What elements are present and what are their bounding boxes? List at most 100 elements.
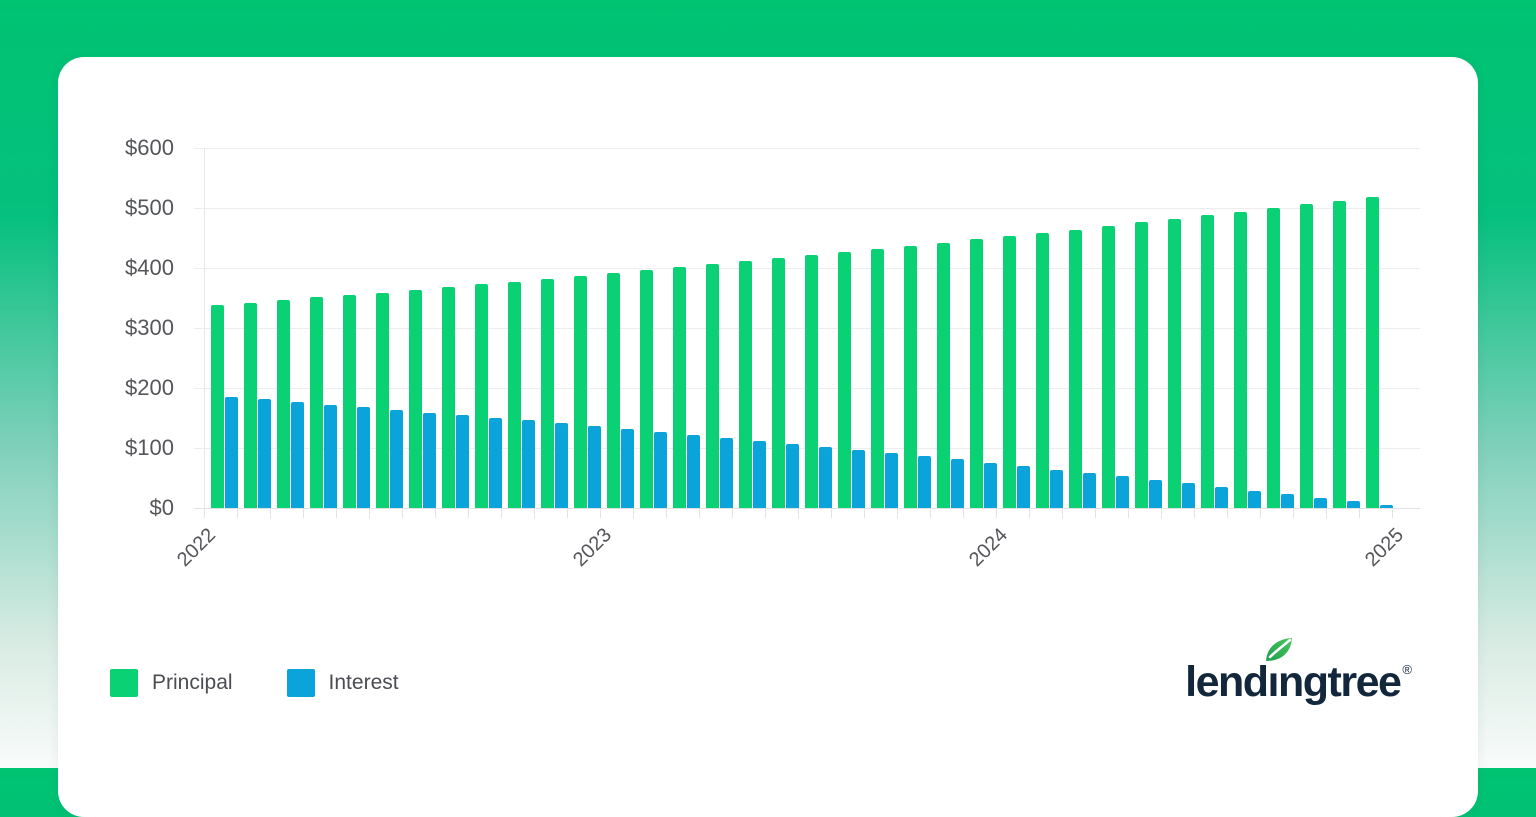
legend-label-interest: Interest	[328, 671, 399, 694]
y-gridline	[194, 208, 1420, 209]
interest-bar[interactable]	[786, 444, 799, 508]
interest-bar[interactable]	[1116, 476, 1129, 508]
x-axis-tick	[204, 509, 205, 518]
interest-bar[interactable]	[753, 441, 766, 508]
principal-bar[interactable]	[1069, 230, 1082, 508]
page-background: { "page": { "background_top_color": "#00…	[0, 0, 1536, 768]
interest-bar[interactable]	[1083, 473, 1096, 508]
principal-bar[interactable]	[508, 282, 521, 508]
principal-bar[interactable]	[673, 267, 686, 508]
principal-bar[interactable]	[475, 284, 488, 508]
interest-bar[interactable]	[555, 423, 568, 508]
principal-bar[interactable]	[1300, 204, 1313, 508]
principal-bar[interactable]	[1267, 208, 1280, 508]
interest-bar[interactable]	[258, 399, 271, 508]
interest-bar[interactable]	[1380, 505, 1393, 508]
interest-bar[interactable]	[522, 420, 535, 508]
interest-bar[interactable]	[984, 463, 997, 508]
principal-bar[interactable]	[1201, 215, 1214, 508]
y-gridline	[194, 508, 1420, 509]
interest-bar[interactable]	[1182, 483, 1195, 508]
interest-bar[interactable]	[1281, 494, 1294, 508]
principal-bar[interactable]	[244, 303, 257, 508]
x-axis-tick	[237, 509, 238, 518]
principal-bar[interactable]	[739, 261, 752, 508]
principal-bar[interactable]	[937, 243, 950, 508]
x-axis-tick	[435, 509, 436, 518]
x-axis-tick	[633, 509, 634, 518]
interest-bar[interactable]	[1149, 480, 1162, 508]
principal-bar[interactable]	[541, 279, 554, 508]
interest-bar[interactable]	[1347, 501, 1360, 508]
interest-bar[interactable]	[885, 453, 898, 508]
legend-item-interest[interactable]: Interest	[286, 669, 399, 697]
interest-bar[interactable]	[852, 450, 865, 508]
principal-bar[interactable]	[706, 264, 719, 508]
principal-bar[interactable]	[1135, 222, 1148, 508]
interest-bar[interactable]	[588, 426, 601, 508]
principal-bar[interactable]	[607, 273, 620, 508]
x-axis-year-label: 2025	[1360, 524, 1408, 572]
interest-bar[interactable]	[1314, 498, 1327, 508]
principal-bar[interactable]	[409, 290, 422, 508]
principal-bar[interactable]	[376, 293, 389, 508]
interest-bar[interactable]	[621, 429, 634, 508]
principal-bar[interactable]	[640, 270, 653, 508]
interest-bar[interactable]	[390, 410, 403, 508]
x-axis-tick	[996, 509, 997, 518]
principal-bar[interactable]	[442, 287, 455, 508]
principal-bar[interactable]	[1333, 201, 1346, 508]
x-axis-tick	[798, 509, 799, 518]
x-axis-tick	[369, 509, 370, 518]
x-axis-year-label: 2024	[964, 524, 1012, 572]
principal-bar[interactable]	[1168, 219, 1181, 508]
principal-bar[interactable]	[1036, 233, 1049, 508]
principal-bar[interactable]	[805, 255, 818, 508]
interest-bar[interactable]	[291, 402, 304, 508]
principal-bar[interactable]	[277, 300, 290, 508]
y-axis-label: $200	[125, 375, 174, 400]
interest-bar[interactable]	[225, 397, 238, 508]
interest-bar[interactable]	[357, 407, 370, 508]
interest-bar[interactable]	[489, 418, 502, 508]
principal-bar[interactable]	[343, 295, 356, 508]
principal-bar[interactable]	[772, 258, 785, 508]
interest-bar[interactable]	[1248, 491, 1261, 508]
interest-bar[interactable]	[1017, 466, 1030, 508]
x-axis-tick	[534, 509, 535, 518]
interest-bar[interactable]	[687, 435, 700, 508]
principal-bar[interactable]	[310, 297, 323, 508]
interest-bar[interactable]	[423, 413, 436, 508]
x-axis-tick	[765, 509, 766, 518]
interest-bar[interactable]	[951, 459, 964, 508]
interest-bar[interactable]	[1050, 470, 1063, 508]
interest-bar[interactable]	[1215, 487, 1228, 508]
x-axis-tick	[336, 509, 337, 518]
principal-bar[interactable]	[904, 246, 917, 508]
x-axis-tick	[303, 509, 304, 518]
principal-bar[interactable]	[211, 305, 224, 508]
x-axis-tick	[468, 509, 469, 518]
logo-letter-i: ı	[1265, 638, 1292, 707]
legend-item-principal[interactable]: Principal	[110, 669, 233, 697]
interest-bar[interactable]	[918, 456, 931, 508]
principal-bar[interactable]	[1003, 236, 1016, 508]
x-axis-tick	[1293, 509, 1294, 518]
interest-bar[interactable]	[324, 405, 337, 508]
principal-bar[interactable]	[970, 239, 983, 508]
registered-mark: ®	[1402, 662, 1412, 677]
principal-bar[interactable]	[1102, 226, 1115, 508]
principal-bar[interactable]	[838, 252, 851, 508]
interest-bar[interactable]	[819, 447, 832, 508]
interest-bar[interactable]	[456, 415, 469, 508]
x-axis-tick	[567, 509, 568, 518]
interest-bar[interactable]	[654, 432, 667, 508]
principal-bar[interactable]	[1234, 212, 1247, 508]
x-axis-tick	[1062, 509, 1063, 518]
principal-bar[interactable]	[871, 249, 884, 508]
interest-bar[interactable]	[720, 438, 733, 508]
x-axis-tick	[1095, 509, 1096, 518]
principal-bar[interactable]	[574, 276, 587, 508]
leaf-icon	[1265, 638, 1292, 661]
principal-bar[interactable]	[1366, 197, 1379, 508]
